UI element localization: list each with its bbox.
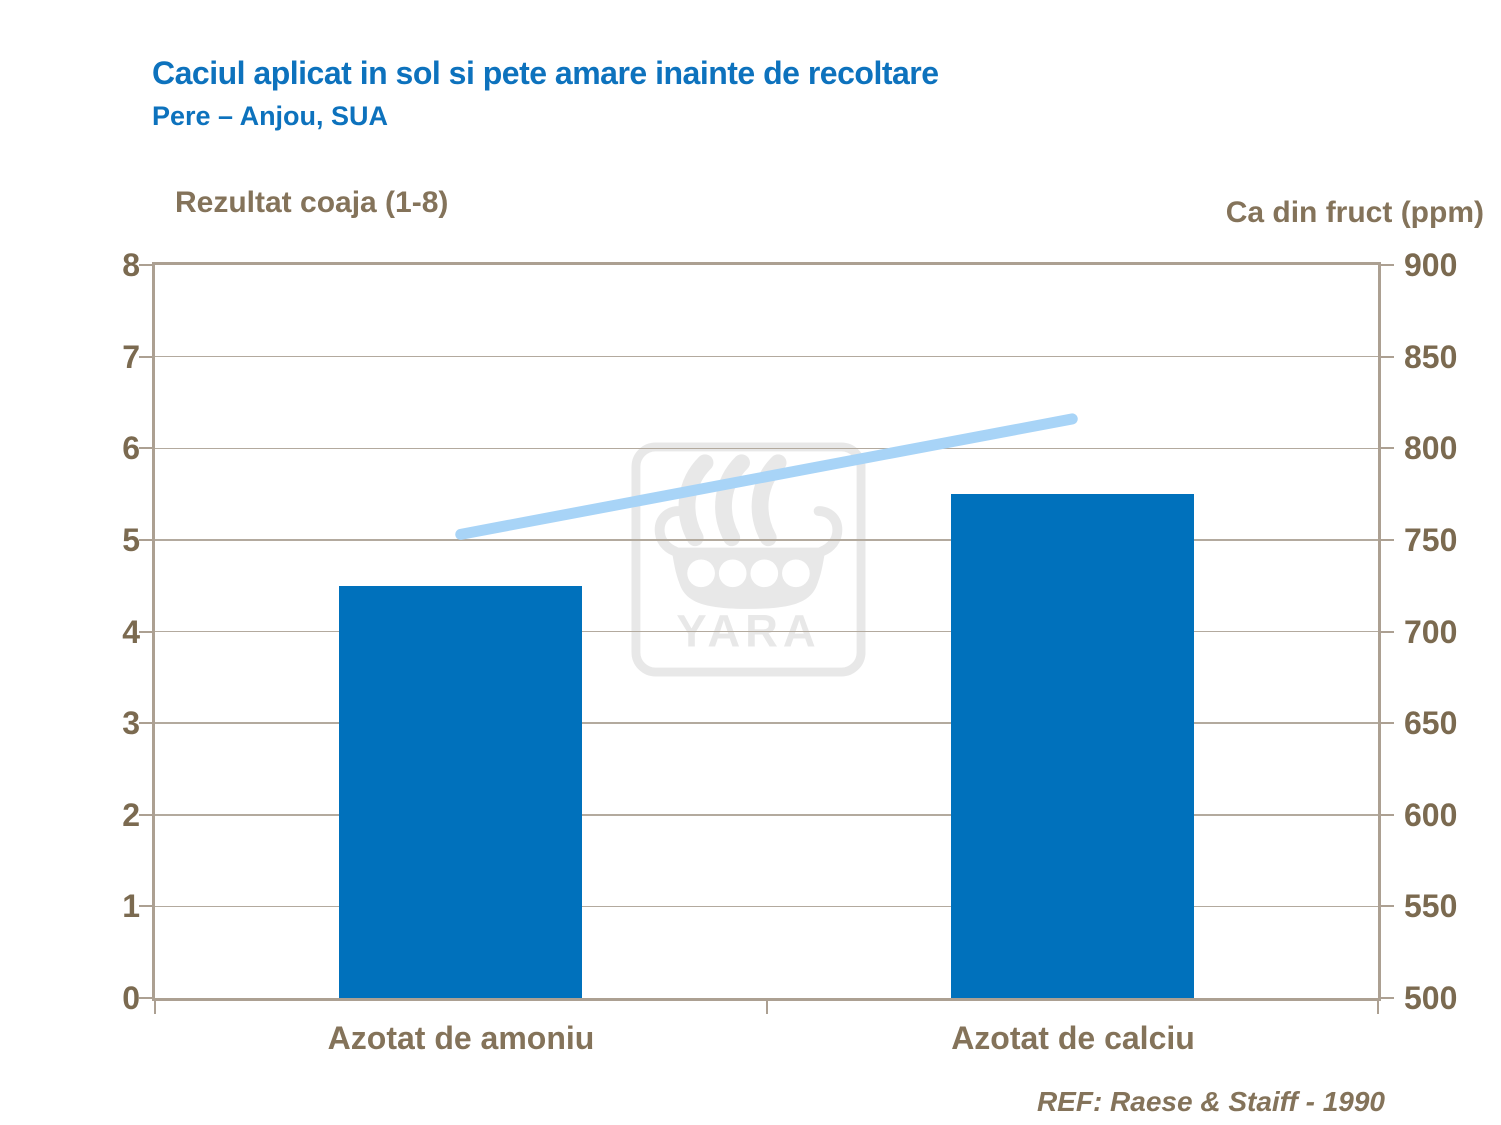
gridline bbox=[155, 905, 1378, 908]
bar bbox=[950, 494, 1194, 998]
bottom-tick-mark bbox=[154, 1001, 156, 1014]
left-axis-tick-label: 8 bbox=[122, 247, 140, 283]
gridline bbox=[155, 447, 1378, 449]
left-tick-mark bbox=[139, 905, 154, 908]
left-axis-tick-label: 6 bbox=[122, 430, 140, 467]
plot-area: YARA bbox=[152, 262, 1381, 1001]
right-tick-mark bbox=[1379, 630, 1394, 633]
right-axis-title: Ca din fruct (ppm) bbox=[1225, 196, 1484, 229]
gridline bbox=[155, 539, 1378, 541]
ship-sails-icon bbox=[678, 454, 787, 547]
gridline bbox=[155, 355, 1378, 358]
left-axis-tick-label: 1 bbox=[122, 888, 140, 925]
right-axis-tick-label: 600 bbox=[1404, 796, 1458, 833]
left-axis-tick-label: 3 bbox=[122, 705, 140, 742]
left-tick-mark bbox=[139, 355, 154, 358]
left-tick-mark bbox=[139, 538, 154, 541]
left-tick-mark bbox=[139, 630, 154, 633]
right-axis-tick-label: 900 bbox=[1404, 247, 1458, 283]
right-tick-mark bbox=[1379, 997, 1394, 999]
right-axis-tick-label: 650 bbox=[1404, 705, 1458, 742]
left-tick-mark bbox=[139, 997, 154, 999]
right-tick-mark bbox=[1379, 905, 1394, 908]
left-tick-mark bbox=[139, 813, 154, 816]
right-axis-tick-label: 750 bbox=[1404, 521, 1458, 558]
bottom-tick-mark bbox=[1377, 1001, 1379, 1014]
right-axis-tick-label: 550 bbox=[1404, 888, 1458, 925]
right-tick-mark bbox=[1379, 264, 1394, 266]
left-axis-title: Rezultat coaja (1-8) bbox=[175, 186, 449, 219]
x-category-label-1: Azotat de amoniu bbox=[327, 1020, 595, 1056]
gridline bbox=[155, 814, 1378, 816]
left-axis-tick-label: 7 bbox=[122, 338, 140, 375]
chart-subtitle: Pere – Anjou, SUA bbox=[152, 101, 389, 131]
yara-logo-watermark: YARA bbox=[631, 442, 866, 677]
right-axis-tick-label: 800 bbox=[1404, 430, 1458, 467]
right-tick-mark bbox=[1379, 355, 1394, 358]
right-axis-tick-label: 700 bbox=[1404, 613, 1458, 650]
reference-text: REF: Raese & Staiff - 1990 bbox=[1036, 1086, 1385, 1117]
left-tick-mark bbox=[139, 722, 154, 725]
right-axis-tick-label: 500 bbox=[1404, 980, 1458, 1016]
right-tick-mark bbox=[1379, 538, 1394, 541]
left-axis-tick-label: 0 bbox=[122, 980, 140, 1016]
left-axis-tick-label: 5 bbox=[122, 521, 140, 558]
left-axis-tick-label: 4 bbox=[122, 613, 140, 650]
chart-title: Caciul aplicat in sol si pete amare inai… bbox=[152, 55, 939, 91]
x-category-label-2: Azotat de calciu bbox=[951, 1020, 1195, 1056]
gridline bbox=[155, 722, 1378, 724]
bottom-tick-mark bbox=[765, 1001, 768, 1014]
left-tick-mark bbox=[139, 447, 154, 450]
right-tick-mark bbox=[1379, 813, 1394, 816]
left-tick-mark bbox=[139, 264, 154, 266]
left-axis-tick-label: 2 bbox=[122, 796, 140, 833]
right-axis-tick-label: 850 bbox=[1404, 338, 1458, 375]
gridline bbox=[155, 630, 1378, 633]
right-tick-mark bbox=[1379, 722, 1394, 725]
bar bbox=[339, 585, 583, 998]
right-tick-mark bbox=[1379, 447, 1394, 450]
